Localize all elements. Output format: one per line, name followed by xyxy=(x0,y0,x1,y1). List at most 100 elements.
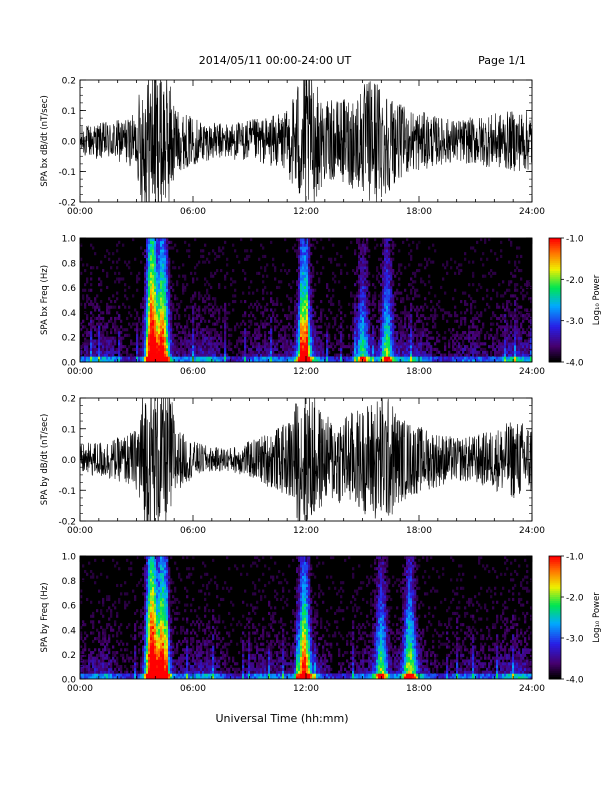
spectrogram-cell xyxy=(378,316,381,321)
spectrogram-cell xyxy=(258,347,261,352)
spectrogram-cell xyxy=(84,642,87,646)
spectrogram-cell xyxy=(218,308,221,312)
y-tick-label: 0.0 xyxy=(62,138,77,148)
spectrogram-cell xyxy=(282,345,285,349)
spectrogram-cell xyxy=(288,283,291,287)
spectrogram-cell xyxy=(156,305,159,309)
spectrogram-cell xyxy=(160,333,163,337)
spectrogram-cell xyxy=(256,345,259,349)
spectrogram-cell xyxy=(170,356,173,360)
spectrogram-cell xyxy=(390,314,393,318)
spectrogram-cell xyxy=(102,597,105,602)
spectrogram-cell xyxy=(106,656,109,660)
spectrogram-cell xyxy=(164,257,167,261)
spectrogram-cell xyxy=(148,243,151,247)
spectrogram-cell xyxy=(422,331,425,335)
spectrogram-cell xyxy=(206,257,209,261)
spectrogram-cell xyxy=(380,339,383,343)
spectrogram-cell xyxy=(412,356,415,360)
spectrogram-cell xyxy=(448,311,451,315)
spectrogram-cell xyxy=(176,297,179,301)
spectrogram-cell xyxy=(376,356,379,360)
spectrogram-cell xyxy=(114,271,117,275)
spectrogram-cell xyxy=(466,350,469,354)
spectrogram-cell xyxy=(430,353,433,357)
spectrogram-cell xyxy=(144,339,147,343)
spectrogram-cell xyxy=(296,359,299,362)
spectrogram-cell xyxy=(472,342,475,346)
spectrogram-cell xyxy=(328,359,331,362)
spectrogram-cell xyxy=(500,333,503,337)
spectrogram-cell xyxy=(88,359,91,362)
spectrogram-cell xyxy=(82,653,85,657)
spectrogram-cell xyxy=(158,283,161,287)
spectrogram-cell xyxy=(358,254,361,259)
spectrogram-cell xyxy=(90,673,93,677)
spectrogram-cell xyxy=(220,339,223,343)
spectrogram-cell xyxy=(252,356,255,360)
spectrogram-cell xyxy=(262,280,265,284)
spectrogram-cell xyxy=(356,331,359,335)
spectrogram-cell xyxy=(94,662,97,666)
spectrogram-cell xyxy=(326,328,329,332)
spectrogram-cell xyxy=(266,274,269,278)
colorbar-segment xyxy=(549,256,561,260)
spectrogram-cell xyxy=(84,631,87,635)
spectrogram-cell xyxy=(508,350,511,354)
spectrogram-cell xyxy=(168,274,171,278)
spectrogram-cell xyxy=(166,322,169,326)
spectrogram-cell xyxy=(156,336,159,340)
spectrogram-cell xyxy=(272,342,275,346)
spectrogram-cell xyxy=(180,359,183,362)
spectrogram-cell xyxy=(284,336,287,340)
spectrogram-cell xyxy=(164,333,167,337)
spectrogram-cell xyxy=(272,339,275,343)
spectrogram-cell xyxy=(192,328,195,332)
spectrogram-cell xyxy=(164,291,167,295)
spectrogram-cell xyxy=(480,238,483,242)
spectrogram-cell xyxy=(284,339,287,343)
colorbar-segment xyxy=(549,316,561,320)
spectrogram-cell xyxy=(84,311,87,315)
spectrogram-cell xyxy=(406,359,409,362)
spectrogram-cell xyxy=(362,280,365,284)
spectrogram-cell xyxy=(80,353,83,357)
spectrogram-cell xyxy=(382,339,385,343)
spectrogram-cell xyxy=(234,294,237,298)
spectrogram-cell xyxy=(396,333,399,337)
spectrogram-cell xyxy=(88,665,91,669)
colorbar-segment xyxy=(549,240,561,243)
spectrogram-cell xyxy=(358,359,361,362)
spectrogram-cell xyxy=(390,274,393,278)
spectrogram-cell xyxy=(254,302,257,306)
spectrogram-cell xyxy=(218,333,221,337)
spectrogram-cell xyxy=(154,263,157,267)
spectrogram-cell xyxy=(86,263,89,267)
spectrogram-cell xyxy=(170,314,173,318)
spectrogram-cell xyxy=(380,305,383,309)
spectrogram-cell xyxy=(182,339,185,343)
spectrogram-cell xyxy=(118,333,121,337)
spectrogram-cell xyxy=(516,322,519,326)
spectrogram-cell xyxy=(188,353,191,357)
spectrogram-cell xyxy=(134,316,137,321)
spectrogram-cell xyxy=(416,342,419,346)
spectrogram-cell xyxy=(164,285,167,290)
spectrogram-cell xyxy=(90,676,93,679)
spectrogram-cell xyxy=(158,300,161,304)
spectrogram-cell xyxy=(194,347,197,352)
spectrogram-cell xyxy=(300,254,303,259)
spectrogram-cell xyxy=(168,333,171,337)
spectrogram-cell xyxy=(272,353,275,357)
spectrogram-cell xyxy=(150,249,153,253)
spectrogram-cell xyxy=(382,294,385,298)
spectrogram-cell xyxy=(98,620,101,624)
spectrogram-cell xyxy=(364,314,367,318)
spectrogram-cell xyxy=(426,342,429,346)
spectrogram-cell xyxy=(460,336,463,340)
spectrogram-cell xyxy=(380,331,383,335)
spectrogram-cell xyxy=(160,308,163,312)
spectrogram-cell xyxy=(522,297,525,301)
spectrogram-cell xyxy=(126,347,129,352)
spectrogram-cell xyxy=(210,336,213,340)
